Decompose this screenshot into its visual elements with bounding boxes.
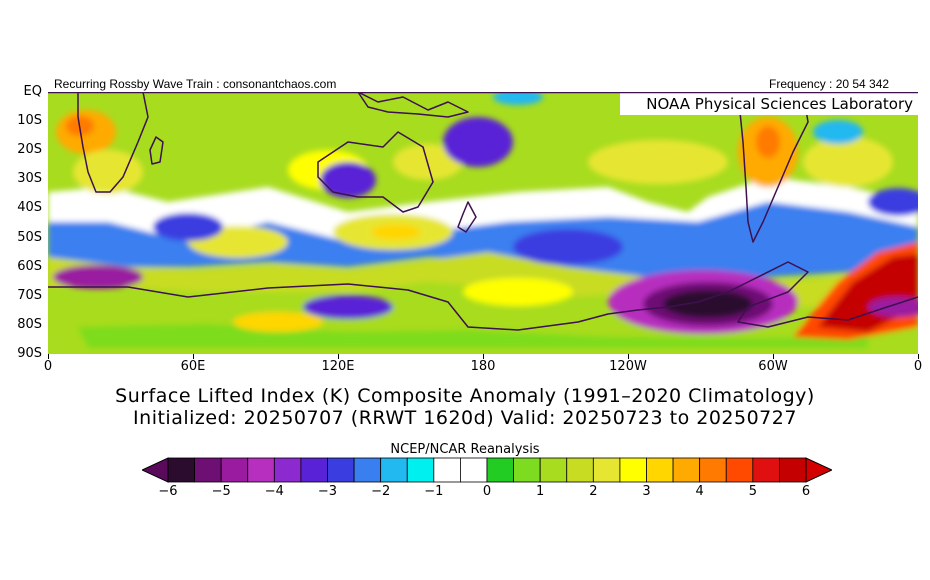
colorbar-tick-label: −1 — [424, 484, 444, 499]
frequency-note: Frequency : 20 54 342 — [769, 77, 890, 91]
colorbar-tick-label: −3 — [317, 484, 338, 499]
lon-tick-label: 60E — [180, 359, 206, 374]
lon-tick-mark — [917, 354, 919, 359]
colorbar-swatch — [220, 457, 249, 483]
colorbar-tick-label: 2 — [589, 484, 598, 499]
colorbar-swatch — [247, 457, 275, 483]
colorbar-swatch — [672, 457, 701, 483]
anomaly-contour — [320, 162, 376, 198]
anomaly-contour — [463, 278, 573, 306]
map-subtitle: Initialized: 20250707 (RRWT 1620d) Valid… — [133, 407, 797, 429]
anomaly-contour — [371, 224, 421, 240]
anomaly-contour — [493, 92, 543, 105]
anomaly-contour — [513, 229, 623, 265]
coastline-antarctica — [48, 261, 918, 331]
coastline-madagascar — [149, 136, 164, 165]
anomaly-contour — [443, 117, 513, 167]
colorbar-swatch — [752, 457, 780, 483]
colorbar-tick-label: 0 — [482, 484, 492, 499]
coastline-south-america — [739, 92, 809, 243]
lon-tick-label: 0 — [913, 359, 923, 374]
lat-tick-label: 70S — [17, 287, 42, 303]
lon-tick-mark — [482, 354, 484, 359]
colorbar-max-arrow — [805, 457, 832, 483]
coastline-new-zealand — [457, 201, 477, 233]
lat-tick-label: EQ — [23, 84, 42, 99]
lon-tick-mark — [337, 354, 339, 359]
lat-tick-label: 30S — [17, 171, 42, 187]
colorbar-swatch — [513, 457, 541, 483]
lon-tick-mark — [192, 354, 194, 359]
coastline-australia — [317, 131, 434, 213]
map-title: Surface Lifted Index (K) Composite Anoma… — [115, 385, 815, 407]
lon-tick-label: 120W — [609, 359, 647, 374]
colorbar-swatch — [194, 457, 222, 483]
colorbar-swatch — [619, 457, 647, 483]
colorbar-tick-label: 1 — [536, 484, 545, 499]
anomaly-contour — [663, 290, 753, 318]
anomaly-contour — [303, 295, 393, 319]
colorbar-swatch — [566, 457, 594, 483]
lon-tick-label: 60W — [758, 359, 788, 374]
colorbar-tick-label: −6 — [158, 484, 178, 499]
colorbar-tick-label: 6 — [801, 484, 811, 499]
lon-tick-label: 180 — [470, 359, 496, 374]
anomaly-contour — [803, 137, 893, 187]
colorbar-tick-label: 4 — [695, 484, 704, 499]
colorbar — [142, 457, 832, 483]
colorbar-swatch — [460, 457, 488, 483]
lat-tick-label: 80S — [17, 316, 42, 332]
colorbar-swatch — [646, 457, 674, 483]
anomaly-contour — [153, 213, 223, 241]
lon-tick-mark — [772, 354, 774, 359]
anomaly-contour — [53, 265, 143, 289]
lab-name: NOAA Physical Sciences Laboratory — [646, 95, 913, 113]
colorbar-swatch — [725, 457, 754, 483]
colorbar-swatch — [300, 457, 328, 483]
anomaly-map: NOAA Physical Sciences Laboratory — [48, 92, 918, 354]
colorbar-min-arrow — [142, 457, 169, 483]
colorbar-swatch — [592, 457, 621, 483]
colorbar-swatch — [406, 457, 435, 483]
colorbar-swatch — [353, 457, 382, 483]
lat-tick-label: 50S — [17, 229, 42, 245]
anomaly-contour — [48, 177, 918, 242]
anomaly-contour — [233, 312, 323, 332]
coastline-africa — [77, 92, 149, 193]
lat-tick-label: 10S — [17, 113, 42, 129]
colorbar-tick-label: 5 — [748, 484, 757, 499]
colorbar-swatch — [779, 457, 807, 483]
anomaly-contour — [73, 150, 143, 194]
coastline-maritime-continent — [357, 92, 469, 118]
anomaly-contour — [48, 202, 918, 282]
anomaly-contour — [868, 188, 918, 216]
lon-tick-mark — [627, 354, 629, 359]
anomaly-contour — [756, 126, 780, 158]
colorbar-source-label: NCEP/NCAR Reanalysis — [390, 442, 540, 457]
anomaly-contour — [588, 140, 728, 184]
colorbar-swatch — [327, 457, 355, 483]
colorbar-tick-label: −5 — [211, 484, 231, 499]
colorbar-tick-label: −4 — [264, 484, 284, 499]
lat-tick-label: 90S — [17, 346, 42, 361]
colorbar-swatch — [486, 457, 514, 483]
lat-tick-label: 40S — [17, 200, 42, 216]
lon-tick-mark — [47, 354, 49, 359]
anomaly-contour — [868, 297, 918, 317]
colorbar-swatch — [273, 457, 302, 483]
anomaly-contour — [813, 120, 863, 144]
lon-tick-label: 0 — [43, 359, 53, 374]
colorbar-tick-label: 3 — [642, 484, 651, 499]
colorbar-swatch — [539, 457, 568, 483]
colorbar-swatch — [380, 457, 408, 483]
colorbar-swatch — [433, 457, 461, 483]
source-note: Recurring Rossby Wave Train : consonantc… — [54, 77, 337, 91]
colorbar-tick-label: −2 — [371, 484, 391, 499]
colorbar-swatch — [167, 457, 195, 483]
colorbar-swatch — [699, 457, 727, 483]
lat-tick-label: 20S — [17, 142, 42, 158]
lat-tick-label: 60S — [17, 258, 42, 274]
lon-tick-label: 120E — [321, 359, 355, 374]
